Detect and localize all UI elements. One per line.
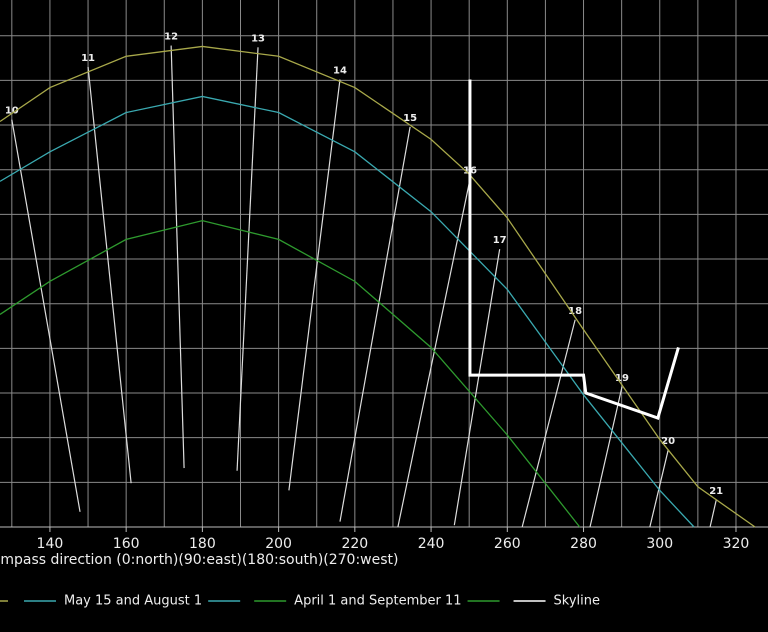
hour-line <box>170 45 185 469</box>
hour-label: 17 <box>493 235 507 246</box>
hour-line <box>521 319 576 528</box>
series-line <box>0 95 695 528</box>
x-tick-label: 180 <box>189 536 216 552</box>
hour-line <box>87 66 132 484</box>
legend-label: Skyline <box>554 594 600 609</box>
x-tick-label: 200 <box>265 536 292 552</box>
legend-label: May 15 and August 1 <box>64 594 202 609</box>
hour-label: 13 <box>251 33 265 44</box>
hour-label: 10 <box>5 106 19 117</box>
legend-label: April 1 and September 11 <box>294 594 461 609</box>
hour-label: 21 <box>709 486 723 497</box>
hour-line <box>453 249 501 526</box>
hour-label: 19 <box>615 373 629 384</box>
hour-line <box>339 126 411 522</box>
series-line <box>0 45 756 528</box>
x-tick-label: 220 <box>341 536 368 552</box>
hour-label: 15 <box>403 113 417 124</box>
x-tick-label: 320 <box>723 536 750 552</box>
hour-line <box>709 500 717 528</box>
x-tick-label: 300 <box>646 536 673 552</box>
hour-line <box>11 119 81 512</box>
x-tick-label: 280 <box>570 536 597 552</box>
x-tick-label: 160 <box>113 536 140 552</box>
hour-label: 14 <box>333 65 347 76</box>
x-tick-label: 240 <box>418 536 445 552</box>
hour-line <box>288 79 341 491</box>
hour-line <box>236 47 259 471</box>
series-line <box>468 79 680 420</box>
hour-line <box>589 386 623 528</box>
hour-label: 18 <box>568 306 582 317</box>
hour-label: 20 <box>661 436 675 447</box>
hour-label: 11 <box>81 53 95 64</box>
series-line <box>0 219 581 528</box>
x-tick-label: 260 <box>494 536 521 552</box>
hour-label: 12 <box>164 32 178 43</box>
hour-line <box>397 179 471 528</box>
x-axis-label: Compass direction (0:north)(90:east)(180… <box>0 552 399 568</box>
x-tick-label: 140 <box>37 536 64 552</box>
